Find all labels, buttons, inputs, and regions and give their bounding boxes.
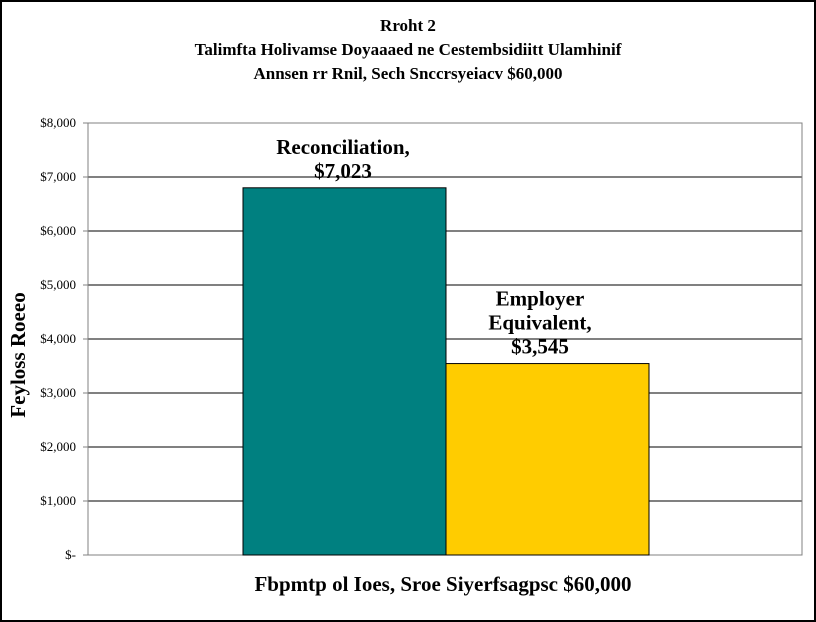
data-label-2-line-1: Employer	[496, 287, 585, 311]
y-tick-label: $6,000	[40, 223, 76, 238]
bars	[242, 187, 650, 556]
data-labels: Reconciliation,$7,023 EmployerEquivalent,…	[276, 135, 591, 359]
y-tick-label: $7,000	[40, 169, 76, 184]
x-axis-title: Fbpmtp ol Ioes, Sroe Siyerfsagpsc $60,00…	[254, 572, 631, 596]
data-label-2-line-2: Equivalent,	[488, 311, 591, 335]
y-tick-label: $-	[65, 547, 76, 562]
y-tick-label: $2,000	[40, 439, 76, 454]
data-label-1-line-2: $7,023	[314, 159, 372, 183]
y-axis-title: Feyloss Roeeo	[6, 292, 30, 417]
chart-title-line-1: Rroht 2	[380, 16, 436, 35]
y-tick-label: $5,000	[40, 277, 76, 292]
y-tick-label: $3,000	[40, 385, 76, 400]
y-axis-ticks: $- $1,000 $2,000 $3,000 $4,000 $5,000 $6,000 $7…	[40, 115, 88, 562]
y-tick-label: $1,000	[40, 493, 76, 508]
y-tick-label: $8,000	[40, 115, 76, 130]
chart-title-line-2: Talimfta Holivamse Doyaaaed ne Cestembsi…	[194, 40, 622, 59]
bar-1	[242, 187, 447, 556]
y-tick-label: $4,000	[40, 331, 76, 346]
data-label-1-line-1: Reconciliation,	[276, 135, 410, 159]
data-label-2-line-3: $3,545	[511, 335, 569, 359]
bar-2	[445, 363, 650, 556]
chart-title-line-3: Annsen rr Rnil, Sech Snccrsyeiacv $60,00…	[253, 64, 563, 83]
